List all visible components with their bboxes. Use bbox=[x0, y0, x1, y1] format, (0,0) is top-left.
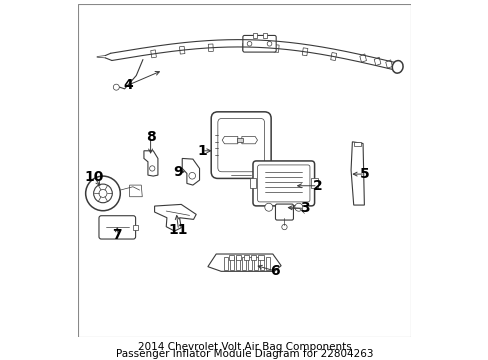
Polygon shape bbox=[237, 138, 242, 143]
Ellipse shape bbox=[391, 60, 402, 73]
FancyBboxPatch shape bbox=[218, 118, 264, 172]
Text: 8: 8 bbox=[145, 130, 155, 144]
Text: 4: 4 bbox=[123, 78, 133, 92]
Bar bbox=[243, 255, 248, 260]
FancyBboxPatch shape bbox=[252, 161, 314, 206]
Circle shape bbox=[294, 203, 302, 211]
Bar bbox=[250, 255, 256, 260]
Circle shape bbox=[99, 189, 107, 197]
Text: 1: 1 bbox=[197, 144, 206, 158]
Circle shape bbox=[266, 41, 271, 46]
Bar bbox=[230, 257, 234, 270]
Bar bbox=[252, 33, 256, 38]
Text: 2: 2 bbox=[312, 179, 322, 193]
Bar bbox=[224, 257, 228, 270]
Bar bbox=[242, 257, 245, 270]
FancyBboxPatch shape bbox=[257, 165, 309, 202]
Circle shape bbox=[113, 84, 119, 90]
Polygon shape bbox=[207, 254, 281, 271]
Polygon shape bbox=[302, 48, 307, 56]
FancyBboxPatch shape bbox=[243, 35, 276, 52]
FancyBboxPatch shape bbox=[211, 112, 270, 179]
Bar bbox=[236, 257, 240, 270]
Bar bbox=[311, 179, 317, 188]
Polygon shape bbox=[154, 204, 196, 231]
Polygon shape bbox=[182, 158, 199, 185]
Polygon shape bbox=[242, 43, 247, 51]
Bar bbox=[258, 255, 263, 260]
Polygon shape bbox=[150, 50, 156, 58]
Text: 10: 10 bbox=[84, 170, 103, 184]
Text: 6: 6 bbox=[270, 264, 279, 278]
Circle shape bbox=[85, 176, 120, 211]
Bar bbox=[133, 225, 138, 230]
Bar bbox=[247, 257, 251, 270]
Bar bbox=[262, 33, 266, 38]
FancyBboxPatch shape bbox=[275, 204, 293, 220]
Polygon shape bbox=[242, 136, 257, 144]
Text: 2014 Chevrolet Volt Air Bag Components: 2014 Chevrolet Volt Air Bag Components bbox=[137, 342, 351, 352]
Text: 11: 11 bbox=[168, 223, 188, 237]
Bar bbox=[249, 179, 256, 188]
Polygon shape bbox=[359, 54, 366, 62]
Polygon shape bbox=[179, 46, 184, 54]
Polygon shape bbox=[330, 53, 336, 60]
Polygon shape bbox=[350, 142, 364, 205]
FancyBboxPatch shape bbox=[99, 216, 135, 239]
Polygon shape bbox=[222, 136, 237, 144]
Circle shape bbox=[281, 224, 286, 230]
Polygon shape bbox=[129, 185, 142, 197]
Bar bbox=[265, 257, 269, 270]
Text: 5: 5 bbox=[360, 167, 369, 181]
Polygon shape bbox=[385, 60, 391, 68]
Text: 3: 3 bbox=[299, 201, 308, 215]
Circle shape bbox=[94, 184, 112, 203]
Polygon shape bbox=[273, 45, 279, 52]
Polygon shape bbox=[354, 142, 360, 146]
Polygon shape bbox=[143, 151, 158, 176]
Text: 7: 7 bbox=[112, 228, 122, 242]
Bar bbox=[253, 257, 257, 270]
Bar bbox=[236, 255, 241, 260]
Bar bbox=[259, 257, 264, 270]
Circle shape bbox=[149, 166, 155, 171]
Text: Passenger Inflator Module Diagram for 22804263: Passenger Inflator Module Diagram for 22… bbox=[116, 349, 372, 359]
Bar bbox=[228, 255, 233, 260]
Circle shape bbox=[247, 41, 251, 46]
Polygon shape bbox=[208, 44, 213, 51]
Polygon shape bbox=[373, 57, 380, 66]
Text: 9: 9 bbox=[173, 165, 183, 179]
Circle shape bbox=[264, 203, 272, 211]
Circle shape bbox=[188, 172, 195, 179]
